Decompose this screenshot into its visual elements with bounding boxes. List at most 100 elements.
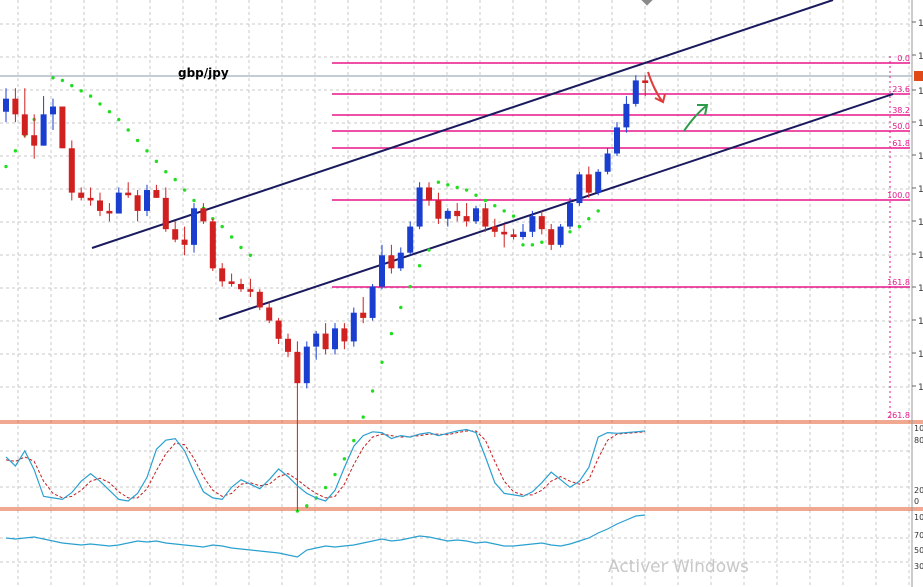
- candle-body: [332, 328, 338, 350]
- psar-dot: [333, 472, 337, 477]
- psar-dot: [577, 224, 582, 229]
- current-price-marker: [914, 71, 923, 81]
- psar-dot: [530, 243, 535, 247]
- candle-body: [388, 255, 395, 269]
- psar-dot: [305, 504, 309, 508]
- fib-level-label: 161.8: [887, 278, 910, 287]
- price-axis-label: 1: [918, 87, 923, 97]
- psar-dot: [587, 217, 591, 221]
- psar-dot: [145, 149, 149, 153]
- candle-body: [87, 197, 94, 201]
- psar-dot: [135, 138, 140, 143]
- candle-body: [3, 98, 9, 112]
- candle-body: [59, 106, 66, 149]
- psar-dot: [182, 188, 187, 192]
- candle-body: [144, 190, 150, 211]
- candle-body: [219, 268, 226, 282]
- fib-level-label: 261.8: [887, 411, 910, 420]
- psar-dot: [352, 438, 356, 443]
- psar-dot: [596, 209, 600, 213]
- candle-body: [200, 208, 207, 222]
- psar-dot: [4, 164, 8, 169]
- candle-body: [604, 153, 611, 172]
- price-axis-label: 1: [918, 152, 923, 162]
- candle-body: [115, 192, 122, 214]
- channel-lower-line: [218, 93, 894, 320]
- candle-body: [397, 252, 404, 269]
- psar-dot: [464, 188, 469, 192]
- candle-body: [313, 333, 320, 347]
- candle-body: [162, 197, 169, 230]
- psar-dot: [408, 284, 412, 289]
- rsi-axis-label: 100: [914, 513, 923, 522]
- psar-dot: [239, 245, 243, 250]
- candle-body: [444, 210, 451, 219]
- psar-dot: [229, 235, 234, 239]
- candle-body: [191, 208, 197, 245]
- psar-dot: [483, 198, 488, 203]
- fib-level-label: 100.0: [887, 191, 910, 200]
- psar-dot: [154, 159, 159, 164]
- candle-body: [181, 239, 188, 245]
- psar-dot: [521, 243, 525, 247]
- price-axis-label: 1: [918, 119, 923, 129]
- psar-dot: [361, 415, 365, 419]
- candle-body: [21, 114, 28, 136]
- candle-body: [125, 192, 132, 196]
- candle-body: [275, 320, 282, 339]
- psar-dot: [117, 117, 121, 122]
- candle-body: [360, 312, 367, 318]
- psar-dot: [98, 102, 102, 106]
- candle-body: [520, 231, 526, 238]
- fib-level-label: 61.8: [892, 139, 910, 148]
- psar-dot: [511, 214, 516, 218]
- psar-dot: [13, 149, 18, 153]
- candle-body: [247, 289, 254, 292]
- down-arrow-annotation: [647, 71, 663, 102]
- fib-level-label: 23.6: [892, 85, 910, 94]
- psar-dot: [323, 485, 328, 490]
- candle-body: [78, 192, 85, 198]
- candle-body: [238, 283, 244, 290]
- fib-level-label: 38.2: [892, 106, 910, 115]
- windows-activation-watermark: Activer Windows: [608, 557, 749, 577]
- rsi-axis-label: 70: [914, 531, 923, 540]
- candle-body: [548, 229, 555, 245]
- psar-dot: [370, 389, 375, 393]
- candle-body: [407, 226, 414, 253]
- psar-dot: [399, 305, 403, 310]
- psar-dot: [126, 128, 130, 132]
- candle-body: [285, 338, 291, 352]
- candle-body: [40, 114, 47, 146]
- candle-body: [12, 98, 19, 115]
- price-axis-label: 1: [918, 383, 923, 393]
- up-arrow-head: [697, 104, 709, 116]
- price-axis-label: 1: [918, 284, 923, 294]
- price-axis-label: 1: [918, 251, 923, 261]
- candle-body: [369, 286, 376, 318]
- candle-body: [379, 255, 385, 287]
- candle-body: [322, 333, 329, 350]
- stochastic-signal-line: [5, 430, 646, 499]
- psar-dot: [436, 180, 441, 184]
- price-axis-label: 1: [918, 350, 923, 360]
- candle-body: [510, 234, 517, 238]
- candle-body: [595, 171, 602, 193]
- candle-body: [106, 210, 113, 214]
- psar-dot: [51, 76, 55, 80]
- psar-dot: [427, 248, 431, 252]
- candle-body: [491, 226, 498, 232]
- stochastic-main-line: [5, 428, 646, 502]
- candle-body: [31, 135, 38, 146]
- candle-body: [97, 200, 103, 211]
- psar-dot: [493, 203, 497, 208]
- candle-body: [294, 351, 301, 384]
- psar-dot: [455, 185, 459, 190]
- candle-body: [642, 80, 649, 84]
- psar-dot: [107, 110, 112, 114]
- rsi-axis-label: 50: [914, 546, 923, 555]
- candle-body: [303, 346, 310, 384]
- rsi-line: [5, 514, 646, 558]
- psar-dot: [164, 170, 168, 174]
